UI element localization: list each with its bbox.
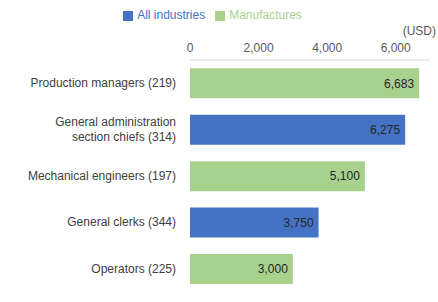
svg-text:Mechanical engineers (197): Mechanical engineers (197) [28, 169, 176, 183]
svg-text:Production managers (219): Production managers (219) [31, 76, 176, 90]
svg-text:3,750: 3,750 [284, 216, 314, 230]
html-text:All industries: All industries [137, 8, 206, 22]
svg-text:5,100: 5,100 [330, 169, 360, 183]
html-text:Manufactures: Manufactures [229, 8, 302, 22]
svg-text:2,000: 2,000 [244, 41, 274, 55]
svg-text:6,683: 6,683 [384, 77, 414, 91]
svg-text:3,000: 3,000 [258, 262, 288, 276]
svg-text:General administrationsection: General administrationsection chiefs (31… [55, 115, 176, 144]
svg-text:4,000: 4,000 [312, 41, 342, 55]
svg-text:Operators (225): Operators (225) [91, 262, 176, 276]
svg-text:(USD): (USD) [403, 24, 430, 38]
svg-text:0: 0 [187, 41, 194, 55]
svg-text:General clerks (344): General clerks (344) [67, 215, 176, 229]
svg-text:6,000: 6,000 [381, 41, 411, 55]
svg-text:6,275: 6,275 [370, 123, 400, 137]
